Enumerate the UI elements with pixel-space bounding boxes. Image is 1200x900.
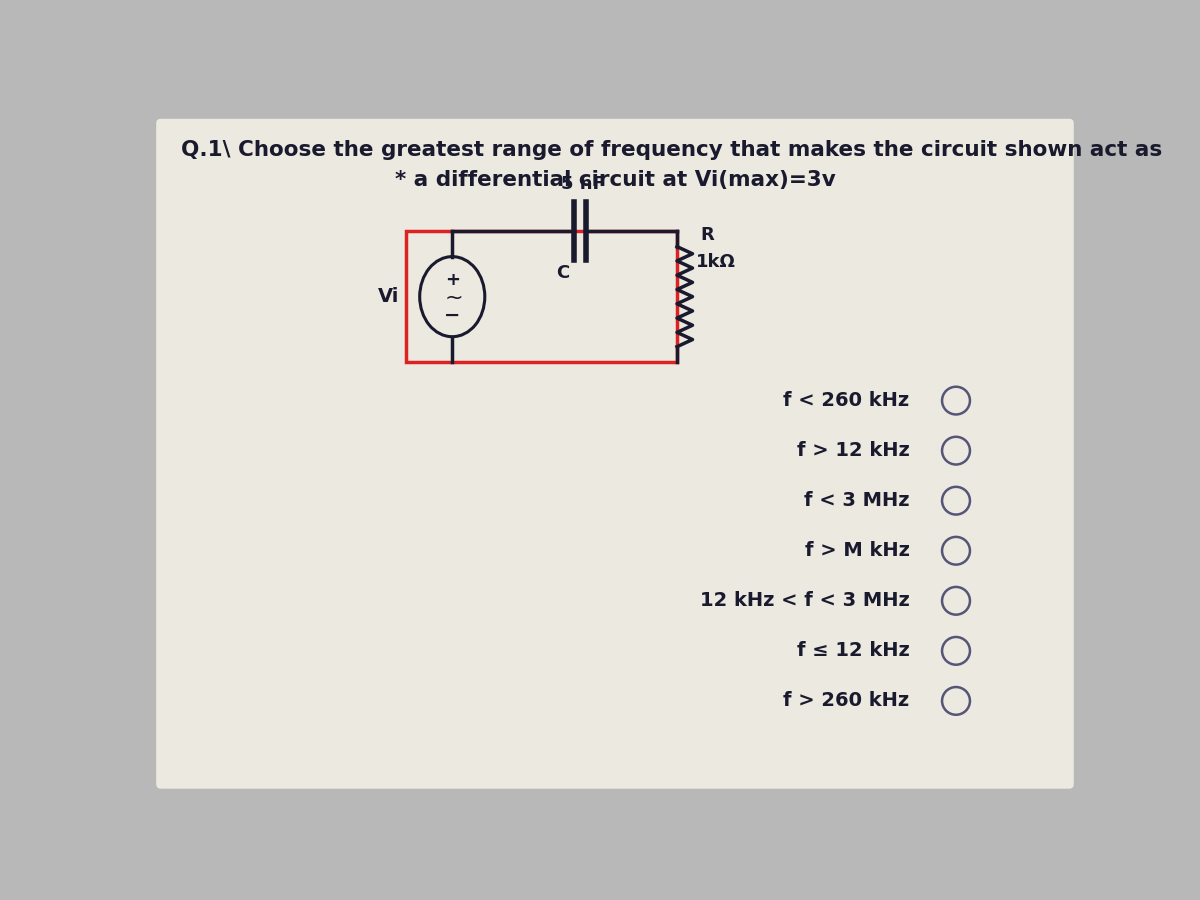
Text: 5 nF: 5 nF [562, 175, 605, 193]
Text: f < 260 kHz: f < 260 kHz [784, 392, 910, 410]
Text: ~: ~ [444, 288, 463, 308]
Text: f < 3 MHz: f < 3 MHz [804, 491, 910, 510]
Text: C: C [557, 265, 570, 283]
Text: Q.1\ Choose the greatest range of frequency that makes the circuit shown act as: Q.1\ Choose the greatest range of freque… [181, 140, 1163, 160]
Text: f > 260 kHz: f > 260 kHz [784, 691, 910, 710]
Text: +: + [445, 271, 460, 289]
Text: R: R [701, 226, 714, 244]
Text: f ≤ 12 kHz: f ≤ 12 kHz [797, 642, 910, 661]
Text: * a differential circuit at Vi(max)=3v: * a differential circuit at Vi(max)=3v [395, 169, 835, 190]
FancyBboxPatch shape [156, 119, 1074, 788]
Text: Vi: Vi [378, 287, 400, 306]
Text: f > 12 kHz: f > 12 kHz [797, 441, 910, 460]
Text: f > M kHz: f > M kHz [805, 541, 910, 560]
Text: −: − [444, 306, 461, 325]
Bar [406, 231, 677, 362]
Text: 1kΩ: 1kΩ [696, 253, 737, 271]
Text: 12 kHz < f < 3 MHz: 12 kHz < f < 3 MHz [700, 591, 910, 610]
